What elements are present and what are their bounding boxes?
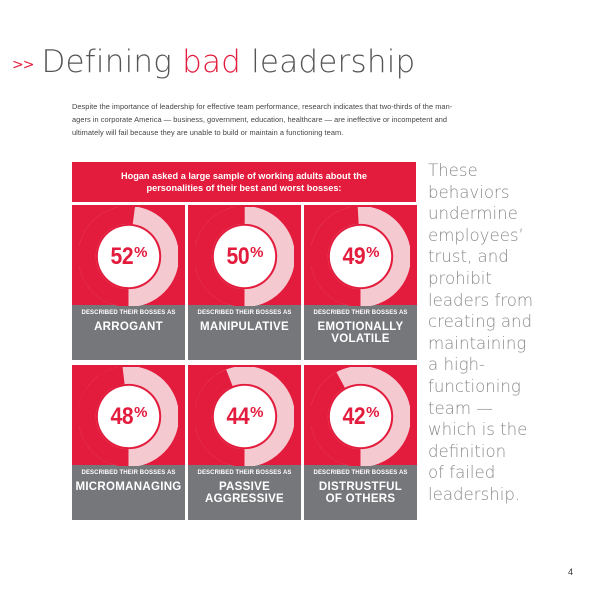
donut-ring-icon (311, 367, 410, 466)
stat-tile: 44% DESCRIBED THEIR BOSSES AS PASSIVE AGG… (188, 365, 301, 520)
page-title: Defining bad leadership (41, 44, 415, 80)
donut-ring-icon (79, 367, 178, 466)
survey-banner: Hogan asked a large sample of working ad… (72, 162, 416, 202)
stat-label-line: MANIPULATIVE (200, 321, 289, 333)
stat-tile: 42% DESCRIBED THEIR BOSSES AS DISTRUSTFU… (304, 365, 417, 520)
percent-sign: % (366, 244, 380, 261)
chevrons-icon: >> (12, 57, 34, 73)
stat-tile: 49% DESCRIBED THEIR BOSSES AS EMOTIONALL… (304, 205, 417, 360)
stat-value: 50 (227, 243, 250, 270)
title-accent: bad (182, 44, 242, 80)
stat-value: 44 (227, 403, 250, 430)
title-part-2: leadership (241, 44, 416, 80)
stat-tile: 48% DESCRIBED THEIR BOSSES AS MICROMANAG… (72, 365, 185, 520)
stat-label-line: AGGRESSIVE (204, 493, 285, 505)
donut-ring-icon (79, 207, 178, 306)
stat-percentage: 48% (72, 365, 185, 469)
title-part-1: Defining (41, 44, 183, 80)
page-number: 4 (568, 567, 574, 577)
percent-sign: % (366, 404, 380, 421)
stat-label: DISTRUSTFUL OF OTHERS (304, 481, 417, 505)
stat-label: MICROMANAGING (72, 481, 185, 493)
quote-line: These (428, 161, 478, 180)
stat-caption: DESCRIBED THEIR BOSSES AS (313, 470, 408, 476)
quote-line: trust, and (428, 247, 509, 267)
stat-label: MANIPULATIVE (188, 321, 301, 333)
stat-label-line: EMOTIONALLY (317, 321, 404, 333)
stat-caption: DESCRIBED THEIR BOSSES AS (197, 470, 292, 476)
quote-line: behaviors (428, 182, 510, 202)
quote-line: definition (428, 441, 507, 461)
stat-percentage: 50% (188, 205, 301, 309)
percent-sign: % (250, 244, 264, 261)
stat-caption: DESCRIBED THEIR BOSSES AS (197, 310, 292, 316)
donut-ring-icon (195, 367, 294, 466)
intro-line: Despite the importance of leadership for… (72, 102, 453, 111)
stat-label-line: VOLATILE (331, 333, 390, 345)
stat-label-line: MICROMANAGING (75, 481, 182, 493)
stat-value: 48 (111, 403, 134, 430)
stat-label: ARROGANT (72, 321, 185, 333)
stat-percentage: 42% (304, 365, 417, 469)
stat-value: 52 (111, 243, 134, 270)
stat-value: 42 (343, 403, 366, 430)
stat-label-line: OF OTHERS (325, 493, 396, 505)
donut-ring-icon (195, 207, 294, 306)
quote-line: functioning (428, 376, 521, 396)
page-header: >> Defining bad leadership (12, 40, 415, 84)
banner-line: Hogan asked a large sample of working ad… (120, 171, 368, 181)
percent-sign: % (134, 244, 148, 261)
quote-line: of failed (428, 463, 496, 483)
stat-label: EMOTIONALLY VOLATILE (304, 321, 417, 345)
stat-percentage: 44% (188, 365, 301, 469)
stat-label-line: PASSIVE (218, 481, 271, 493)
stat-caption: DESCRIBED THEIR BOSSES AS (81, 470, 176, 476)
stat-percentage: 52% (72, 205, 185, 309)
stat-caption: DESCRIBED THEIR BOSSES AS (313, 310, 408, 316)
quote-line: which is the (428, 420, 528, 440)
intro-line: agers in corporate America — business, g… (72, 115, 448, 124)
quote-line: prohibit (428, 268, 492, 288)
quote-line: leadership. (428, 484, 521, 504)
stat-percentage: 49% (304, 205, 417, 309)
quote-line: team — (428, 398, 493, 418)
sidebar-quote: These behaviors undermine employees’ tru… (428, 160, 558, 506)
donut-ring-icon (311, 207, 410, 306)
quote-line: undermine (428, 204, 518, 224)
quote-line: maintaining (428, 333, 527, 353)
percent-sign: % (250, 404, 264, 421)
quote-line: a high- (428, 355, 486, 375)
stat-label: PASSIVE AGGRESSIVE (188, 481, 301, 505)
stat-label-line: DISTRUSTFUL (318, 481, 403, 493)
percent-sign: % (134, 404, 148, 421)
stat-caption: DESCRIBED THEIR BOSSES AS (81, 310, 176, 316)
stat-tile: 50% DESCRIBED THEIR BOSSES AS MANIPULATI… (188, 205, 301, 360)
quote-line: leaders from (428, 290, 534, 310)
stat-value: 49 (343, 243, 366, 270)
stat-label-line: ARROGANT (94, 321, 163, 333)
banner-line: personalities of their best and worst bo… (146, 183, 342, 193)
intro-paragraph: Despite the importance of leadership for… (72, 100, 527, 139)
quote-line: employees’ (428, 225, 524, 245)
intro-line: ultimately will fail because they are un… (72, 128, 344, 137)
stat-tile: 52% DESCRIBED THEIR BOSSES AS ARROGANT (72, 205, 185, 360)
quote-line: creating and (428, 312, 533, 332)
